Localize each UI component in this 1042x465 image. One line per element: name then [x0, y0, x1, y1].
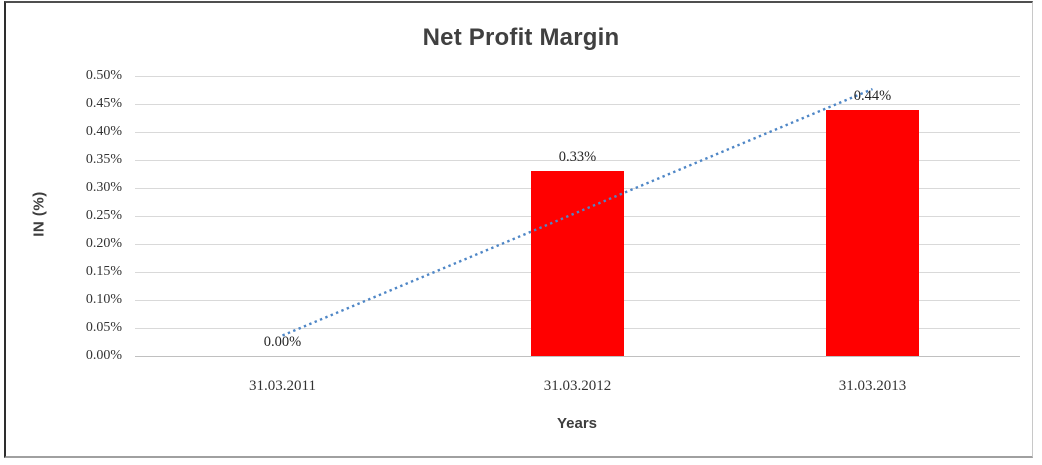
data-label: 0.00%	[263, 334, 302, 350]
y-tick-label: 0.15%	[85, 264, 122, 279]
y-tick-label: 0.50%	[85, 68, 122, 83]
gridline	[135, 76, 1020, 77]
y-tick-label: 0.20%	[85, 236, 122, 251]
y-axis-title: IN (%)	[30, 191, 48, 237]
y-tick-label: 0.10%	[85, 292, 122, 307]
y-tick-label: 0.35%	[85, 152, 122, 167]
x-tick-label: 31.03.2013	[838, 378, 907, 394]
bar-31.03.2013	[826, 110, 919, 356]
data-label: 0.33%	[558, 149, 597, 165]
x-axis-title: Years	[556, 415, 598, 432]
y-tick-label: 0.05%	[85, 320, 122, 335]
y-tick-label: 0.45%	[85, 96, 122, 111]
x-tick-label: 31.03.2011	[249, 378, 316, 394]
x-tick-label: 31.03.2012	[543, 378, 612, 394]
y-tick-label: 0.40%	[85, 124, 122, 139]
data-label: 0.44%	[853, 88, 892, 104]
y-tick-label: 0.00%	[85, 348, 122, 363]
x-axis-line	[135, 356, 1020, 357]
bar-31.03.2012	[531, 171, 624, 356]
chart-title: Net Profit Margin	[422, 24, 620, 51]
plot-area	[135, 76, 1020, 357]
y-tick-label: 0.25%	[85, 208, 122, 223]
y-tick-label: 0.30%	[85, 180, 122, 195]
